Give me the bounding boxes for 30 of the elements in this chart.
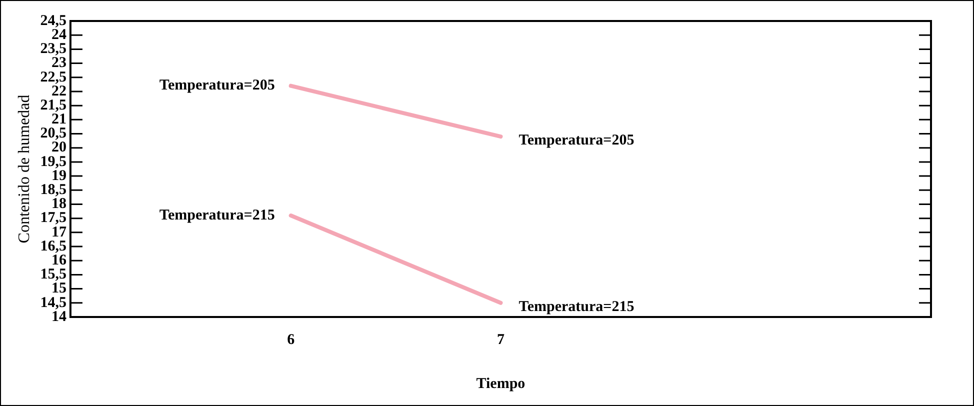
x-axis-title: Tiempo	[476, 376, 526, 392]
y-axis-title: Contenido de humedad	[16, 94, 33, 244]
y-tick-label: 16	[51, 252, 67, 268]
series-label: Temperatura=215	[159, 207, 275, 224]
series-label: Temperatura=205	[159, 78, 275, 94]
y-tick-label: 24,5	[40, 12, 66, 29]
y-tick-label: 18,5	[40, 182, 66, 198]
x-tick-label: 6	[287, 332, 296, 348]
x-tick-label: 7	[496, 332, 505, 348]
y-tick-label: 23,5	[40, 41, 66, 58]
y-tick-label: 17,5	[40, 210, 66, 226]
y-tick-label: 20,5	[40, 126, 66, 142]
y-tick-label: 17	[51, 224, 67, 240]
y-tick-label: 15,5	[40, 266, 66, 283]
text: Temperatura=215	[518, 298, 634, 315]
y-tick-label: 20	[51, 140, 66, 156]
y-tick-label: 19	[51, 168, 66, 184]
y-tick-label: 16,5	[40, 238, 66, 254]
text: Temperatura=205	[518, 132, 634, 148]
y-tick-label: 23	[51, 55, 66, 72]
y-tick-label: 14,5	[40, 294, 66, 311]
y-tick-label: 22,5	[40, 69, 66, 86]
y-tick-label: 18	[51, 196, 66, 212]
y-tick-label: 15	[51, 280, 66, 297]
y-tick-label: 24	[51, 26, 67, 43]
y-tick-label: 19,5	[40, 154, 66, 170]
y-tick-label: 14	[51, 308, 67, 325]
y-tick-label: 22	[51, 83, 66, 100]
y-tick-label: 21,5	[40, 97, 66, 114]
y-tick-label: 21	[51, 112, 66, 128]
